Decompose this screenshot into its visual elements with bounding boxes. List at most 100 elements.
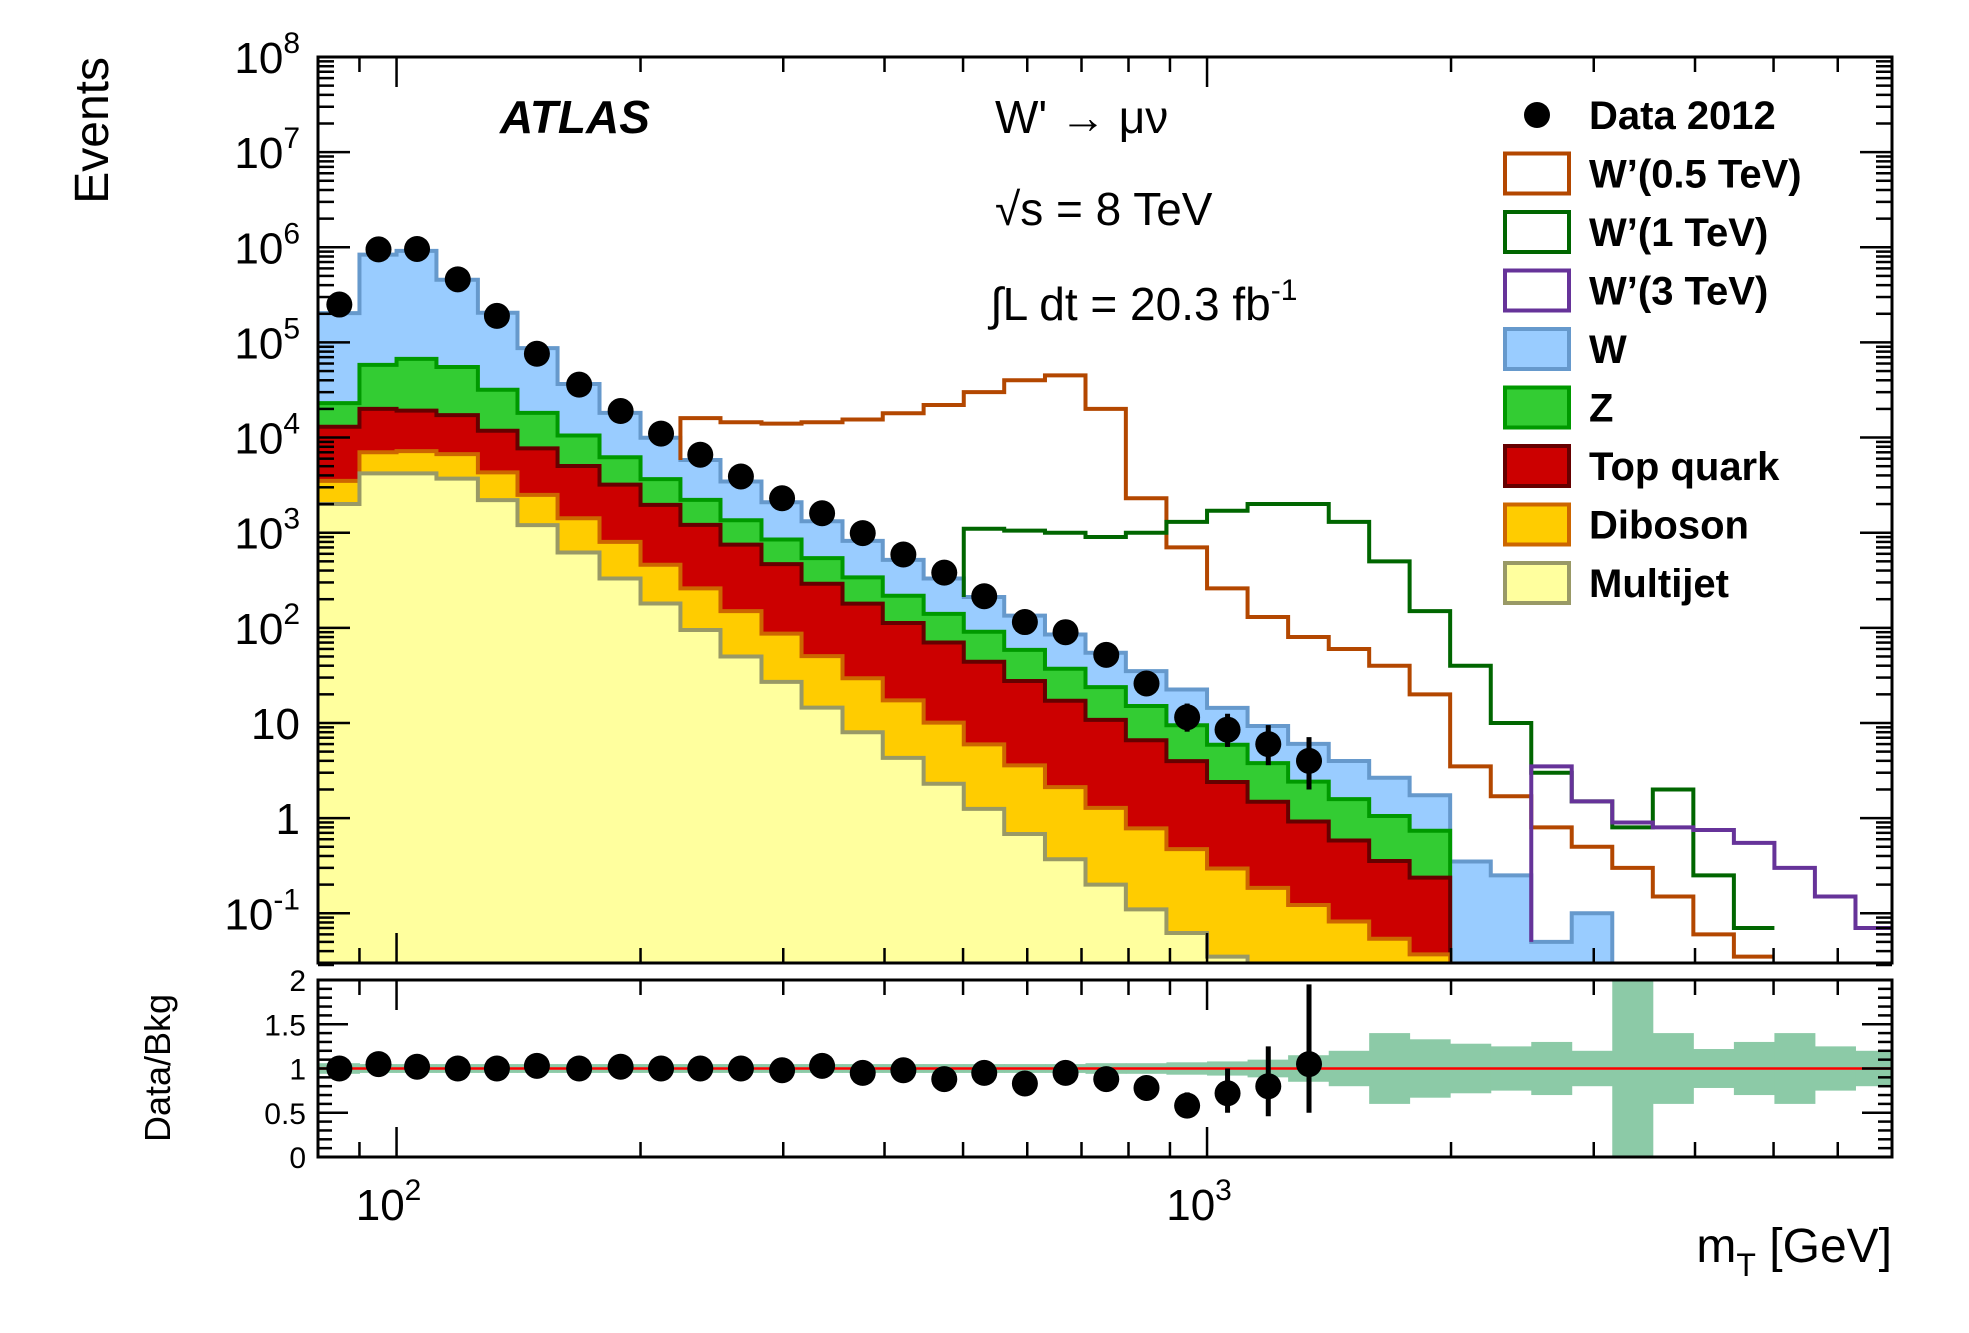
legend-entry: W bbox=[1503, 327, 1627, 372]
x-tick-label: 102 bbox=[356, 1174, 422, 1230]
x-tick-label: 103 bbox=[1166, 1174, 1232, 1230]
experiment-label: ATLAS bbox=[499, 91, 650, 143]
stack-outline-diboson bbox=[318, 449, 1892, 963]
legend-label: Top quark bbox=[1589, 445, 1780, 489]
y-tick-label: 10-1 bbox=[224, 883, 300, 939]
legend-entry: W’(0.5 TeV) bbox=[1503, 151, 1802, 197]
y-tick-label: 103 bbox=[234, 503, 300, 559]
legend-fill-swatch bbox=[1503, 385, 1571, 430]
ratio-data-point bbox=[890, 1057, 917, 1084]
lumi-label: ∫L dt = 20.3 fb-1 bbox=[987, 274, 1297, 330]
ratio-y-tick-label: 1 bbox=[289, 1054, 306, 1087]
data-point bbox=[849, 520, 876, 547]
ratio-y-tick-label: 0.5 bbox=[264, 1098, 306, 1131]
data-point bbox=[971, 583, 998, 610]
legend-line-swatch bbox=[1503, 268, 1571, 313]
ratio-y-tick-label: 2 bbox=[289, 965, 306, 998]
legend-entry: Diboson bbox=[1503, 502, 1749, 548]
data-point bbox=[1133, 670, 1160, 697]
legend-entry: Data 2012 bbox=[1524, 94, 1776, 138]
data-point bbox=[1214, 716, 1241, 743]
signal-curve-2 bbox=[1529, 764, 1892, 942]
main-plot-area bbox=[318, 235, 1892, 963]
legend-fill-swatch bbox=[1503, 561, 1571, 605]
legend-label: Z bbox=[1589, 387, 1613, 431]
ratio-data-point bbox=[1296, 1051, 1323, 1078]
ratio-y-tick-label: 0 bbox=[289, 1142, 306, 1175]
ratio-data-point bbox=[931, 1066, 958, 1093]
y-tick-label: 108 bbox=[234, 27, 300, 83]
background-stack bbox=[318, 248, 1892, 963]
legend: Data 2012 W’(0.5 TeV) W’(1 TeV) W’(3 TeV) WZ… bbox=[1503, 94, 1802, 606]
legend-fill-swatch bbox=[1503, 444, 1571, 488]
ratio-data-point bbox=[365, 1051, 392, 1078]
signal-curves bbox=[678, 373, 1892, 959]
legend-label: Diboson bbox=[1589, 504, 1749, 548]
ratio-data-point bbox=[523, 1052, 550, 1079]
ratio-data-point bbox=[769, 1057, 796, 1084]
y-tick-label: 105 bbox=[234, 312, 300, 368]
signal-curve-0 bbox=[678, 373, 1775, 959]
ratio-data-point bbox=[1133, 1074, 1160, 1101]
data-point bbox=[523, 340, 550, 367]
legend-label: W’(3 TeV) bbox=[1589, 270, 1768, 314]
x-axis-title: mT [GeV] bbox=[1696, 1220, 1892, 1283]
legend-entry: Multijet bbox=[1503, 561, 1729, 606]
legend-label: W’(0.5 TeV) bbox=[1589, 153, 1802, 197]
ratio-data-points bbox=[326, 984, 1323, 1119]
legend-label: Multijet bbox=[1589, 562, 1729, 606]
data-point bbox=[1174, 704, 1201, 731]
ratio-data-point bbox=[648, 1055, 675, 1082]
ratio-data-point bbox=[1052, 1059, 1079, 1086]
main-frame bbox=[316, 55, 1894, 965]
y-tick-label: 1 bbox=[276, 795, 300, 844]
ratio-data-point bbox=[1011, 1070, 1038, 1097]
legend-label: W bbox=[1589, 328, 1627, 372]
legend-fill-swatch bbox=[1503, 327, 1571, 371]
legend-line-swatch bbox=[1503, 210, 1571, 254]
ratio-data-point bbox=[444, 1055, 471, 1082]
stack-outline-multijet bbox=[318, 471, 1892, 963]
ratio-data-point bbox=[1255, 1073, 1282, 1100]
ratio-data-point bbox=[809, 1052, 836, 1079]
data-point bbox=[365, 236, 392, 263]
ratio-data-point bbox=[727, 1055, 754, 1082]
signal-curve-1 bbox=[961, 502, 1775, 930]
data-point bbox=[566, 371, 593, 398]
legend-label: W’(1 TeV) bbox=[1589, 211, 1768, 255]
data-point bbox=[727, 463, 754, 490]
data-point bbox=[483, 302, 510, 329]
data-point bbox=[769, 485, 796, 512]
data-point bbox=[890, 541, 917, 568]
data-point bbox=[648, 420, 675, 447]
data-points bbox=[326, 235, 1323, 790]
data-point bbox=[1011, 609, 1038, 636]
data-point bbox=[444, 266, 471, 293]
ratio-y-axis-title: Data/Bkg bbox=[137, 994, 178, 1142]
ratio-y-tick-label: 1.5 bbox=[264, 1009, 306, 1042]
ratio-data-point bbox=[1214, 1080, 1241, 1107]
ratio-data-point bbox=[971, 1059, 998, 1086]
y-tick-label: 102 bbox=[234, 598, 300, 654]
y-tick-label: 106 bbox=[234, 217, 300, 273]
legend-entry: W’(3 TeV) bbox=[1503, 268, 1768, 314]
y-tick-label: 104 bbox=[234, 408, 300, 464]
ratio-data-point bbox=[1174, 1092, 1201, 1119]
legend-fill-swatch bbox=[1503, 502, 1571, 547]
y-tick-label: 10 bbox=[251, 700, 300, 749]
data-point bbox=[404, 235, 431, 262]
ratio-data-point bbox=[687, 1055, 714, 1082]
ratio-data-point bbox=[483, 1055, 510, 1082]
process-label: W' → μν bbox=[995, 91, 1168, 143]
legend-marker bbox=[1524, 102, 1550, 128]
data-point bbox=[931, 559, 958, 586]
data-point bbox=[1255, 731, 1282, 758]
data-point bbox=[1052, 619, 1079, 646]
energy-label: √s = 8 TeV bbox=[995, 183, 1213, 235]
ratio-data-point bbox=[849, 1059, 876, 1086]
y-axis-title: Events bbox=[66, 57, 119, 204]
data-point bbox=[1093, 641, 1120, 668]
ratio-data-point bbox=[607, 1053, 634, 1080]
